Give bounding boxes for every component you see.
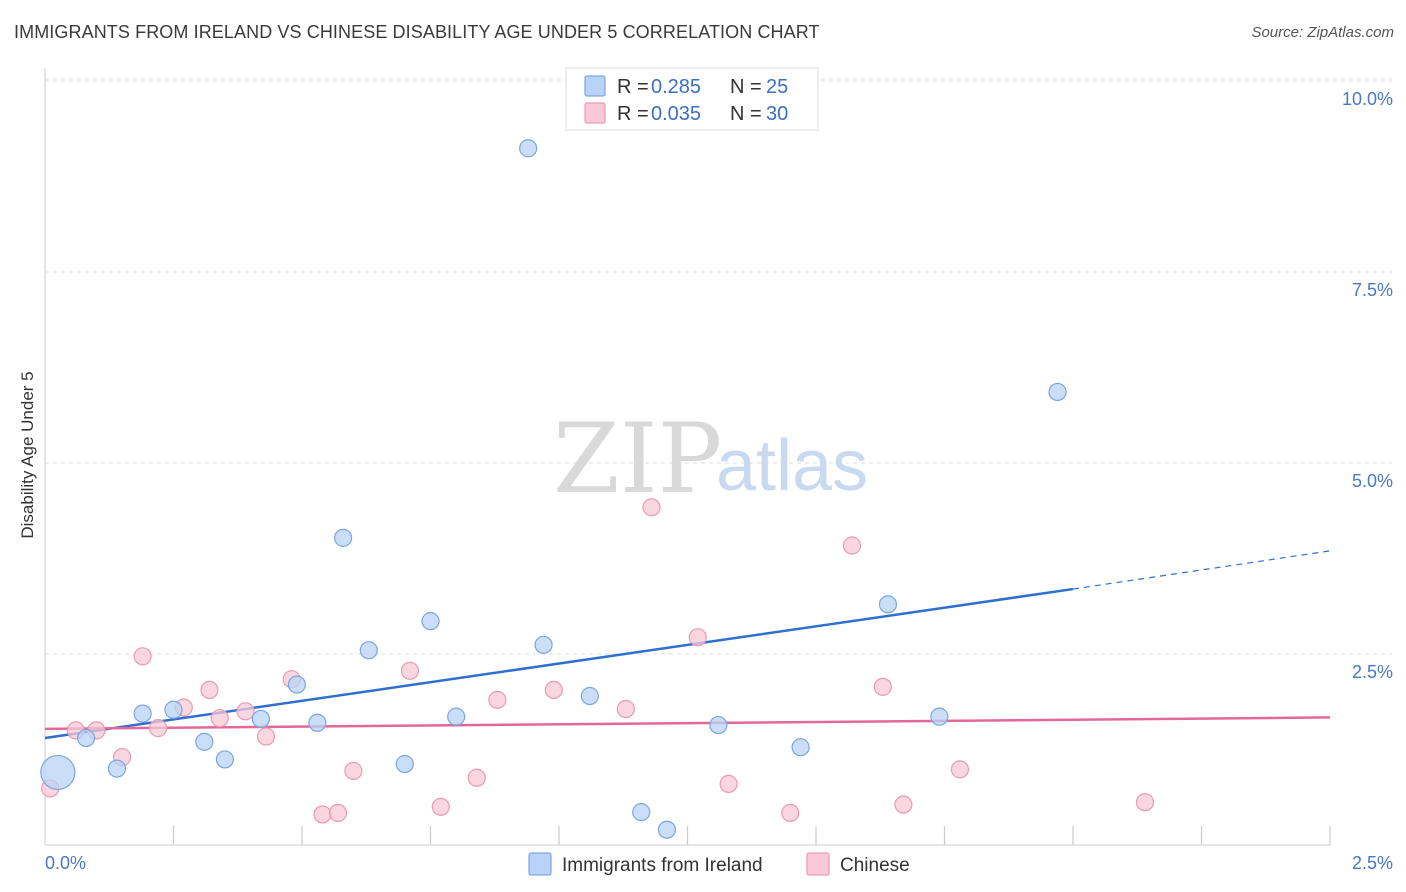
point-chinese-15 <box>400 661 420 680</box>
chart-source: Source: ZipAtlas.com <box>1251 24 1394 41</box>
point-chinese-7 <box>200 680 219 700</box>
point-chinese-4 <box>133 647 152 666</box>
trend-line-ireland <box>44 587 1074 740</box>
watermark: ZIP atlas <box>553 403 868 515</box>
point-ireland-3 <box>133 704 152 723</box>
point-ireland-18 <box>632 803 651 822</box>
point-ireland-21 <box>791 738 810 757</box>
x-tick-label-max: 2.5% <box>1352 853 1393 873</box>
legend-r-value-1: 0.285 <box>651 76 701 98</box>
x-tick-label-min: 0.0% <box>45 853 86 873</box>
point-ireland-12 <box>395 754 414 774</box>
point-chinese-23 <box>719 774 738 793</box>
point-chinese-26 <box>873 677 892 696</box>
point-ireland-15 <box>519 139 538 158</box>
point-chinese-19 <box>544 680 563 700</box>
legend-n-value-2: 30 <box>766 103 788 125</box>
grid-lines <box>45 78 1392 655</box>
point-ireland-22 <box>878 595 898 614</box>
point-ireland-6 <box>215 750 234 769</box>
point-ireland-10 <box>334 528 353 547</box>
point-chinese-9 <box>236 702 255 721</box>
point-chinese-20 <box>616 699 635 719</box>
point-ireland-2 <box>107 759 127 778</box>
point-ireland-4 <box>164 700 183 719</box>
point-ireland-14 <box>447 707 466 726</box>
point-chinese-27 <box>894 795 913 814</box>
data-points <box>40 139 1155 839</box>
point-chinese-29 <box>1135 793 1155 812</box>
point-chinese-14 <box>344 761 363 780</box>
point-chinese-12 <box>313 805 332 824</box>
legend-r-label-2: R = <box>617 103 649 125</box>
y-tick-label-2: 7.5% <box>1352 280 1393 300</box>
y-tick-label-0: 2.5% <box>1352 662 1393 682</box>
point-chinese-28 <box>950 760 970 779</box>
point-chinese-18 <box>488 690 507 709</box>
point-chinese-5 <box>148 719 168 738</box>
axes <box>44 68 1331 846</box>
legend-n-label-2: N = <box>730 103 762 125</box>
point-chinese-13 <box>328 803 348 823</box>
point-ireland-19 <box>657 820 677 839</box>
point-chinese-25 <box>842 536 862 555</box>
watermark-zip: ZIP <box>553 403 722 515</box>
series-legend-label-ireland: Immigrants from Ireland <box>562 855 763 876</box>
legend-r-value-2: 0.035 <box>651 103 701 125</box>
point-ireland-0 <box>40 754 76 791</box>
point-ireland-5 <box>195 732 214 751</box>
series-legend-swatch-chinese <box>806 852 830 876</box>
series-legend-swatch-ireland <box>528 852 552 876</box>
legend-swatch-chinese <box>584 102 606 124</box>
watermark-atlas: atlas <box>716 426 868 506</box>
point-chinese-16 <box>431 797 450 816</box>
point-chinese-8 <box>210 709 229 728</box>
series-legend-label-chinese: Chinese <box>840 855 910 876</box>
point-ireland-8 <box>287 675 306 694</box>
point-ireland-9 <box>308 713 327 732</box>
trend-line-chinese <box>44 716 1331 731</box>
point-ireland-23 <box>930 707 949 726</box>
point-chinese-22 <box>688 628 707 647</box>
point-chinese-24 <box>781 803 800 823</box>
y-tick-label-1: 5.0% <box>1352 471 1393 491</box>
y-tick-label-3: 10.0% <box>1342 89 1393 109</box>
point-ireland-1 <box>77 728 96 748</box>
legend-n-label-1: N = <box>730 76 762 98</box>
trend-line-ireland-extension <box>1072 550 1331 590</box>
point-ireland-24 <box>1048 382 1067 402</box>
chart-title: IMMIGRANTS FROM IRELAND VS CHINESE DISAB… <box>14 22 820 42</box>
point-ireland-17 <box>580 686 599 706</box>
point-ireland-20 <box>709 715 728 735</box>
point-ireland-13 <box>421 612 440 631</box>
series-legend: Immigrants from Ireland Chinese <box>528 852 910 876</box>
point-ireland-7 <box>251 709 270 729</box>
legend-n-value-1: 25 <box>766 76 788 98</box>
legend-r-label-1: R = <box>617 76 649 98</box>
legend-box <box>565 67 819 131</box>
point-ireland-11 <box>359 641 378 660</box>
legend-swatch-ireland <box>584 75 606 97</box>
point-chinese-10 <box>256 727 276 746</box>
point-chinese-17 <box>467 768 486 787</box>
point-ireland-16 <box>534 635 553 654</box>
tick-labels: 2.5% 5.0% 7.5% 10.0% 0.0% 2.5% <box>45 89 1393 873</box>
correlation-legend: R = 0.285 N = 25 R = 0.035 N = 30 <box>565 67 819 131</box>
point-chinese-21 <box>642 498 661 517</box>
